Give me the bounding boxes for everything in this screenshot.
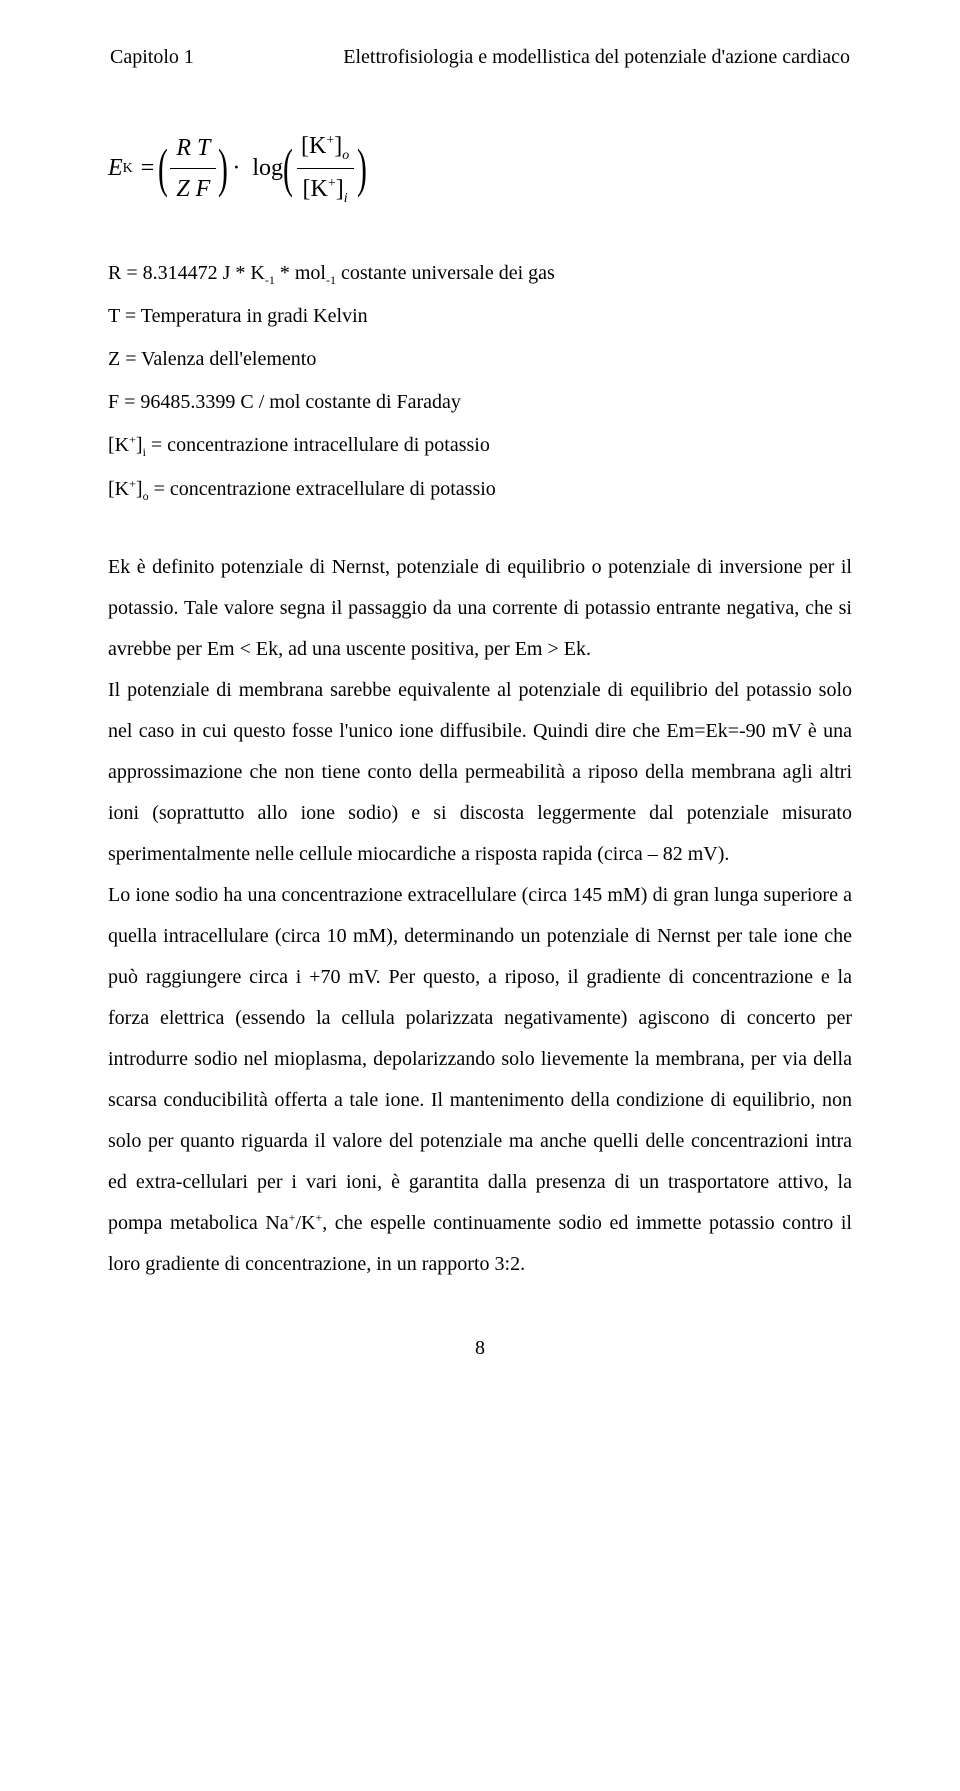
nernst-equation: EK = ( R T Z F ) · log ( [K+]o [K+]i ) bbox=[108, 128, 852, 209]
rparen-2: ) bbox=[357, 147, 367, 190]
eq-log: log bbox=[252, 150, 283, 186]
rparen-1: ) bbox=[218, 147, 228, 190]
body-paragraph: Ek è definito potenziale di Nernst, pote… bbox=[108, 547, 852, 1285]
eq-frac-num: R T bbox=[170, 130, 216, 168]
eq-frac-den: Z F bbox=[170, 168, 216, 207]
eq-ion-den: [K+]i bbox=[297, 168, 354, 209]
eq-ion-num: [K+]o bbox=[295, 128, 355, 168]
definition-line: T = Temperatura in gradi Kelvin bbox=[108, 300, 852, 333]
lparen-2: ( bbox=[283, 147, 293, 190]
definition-line: Z = Valenza dell'elemento bbox=[108, 343, 852, 376]
definitions-block: R = 8.314472 J * K-1 * mol-1 costante un… bbox=[108, 257, 852, 507]
page-header: Capitolo 1 Elettrofisiologia e modellist… bbox=[108, 42, 852, 72]
eq-equals: = bbox=[141, 150, 155, 186]
eq-lhs-sub: K bbox=[123, 158, 133, 179]
definition-line: [K+]o = concentrazione extracellulare di… bbox=[108, 473, 852, 507]
definition-line: R = 8.314472 J * K-1 * mol-1 costante un… bbox=[108, 257, 852, 291]
definition-line: [K+]i = concentrazione intracellulare di… bbox=[108, 429, 852, 463]
chapter-label: Capitolo 1 bbox=[110, 42, 194, 72]
eq-lhs-var: E bbox=[108, 150, 123, 186]
definition-line: F = 96485.3399 C / mol costante di Farad… bbox=[108, 386, 852, 419]
chapter-title: Elettrofisiologia e modellistica del pot… bbox=[343, 42, 850, 72]
eq-dot: · bbox=[232, 150, 240, 186]
page-number: 8 bbox=[108, 1333, 852, 1363]
lparen-1: ( bbox=[158, 147, 168, 190]
eq-frac-ion: [K+]o [K+]i bbox=[295, 128, 355, 209]
eq-frac-rt-zf: R T Z F bbox=[170, 130, 216, 207]
